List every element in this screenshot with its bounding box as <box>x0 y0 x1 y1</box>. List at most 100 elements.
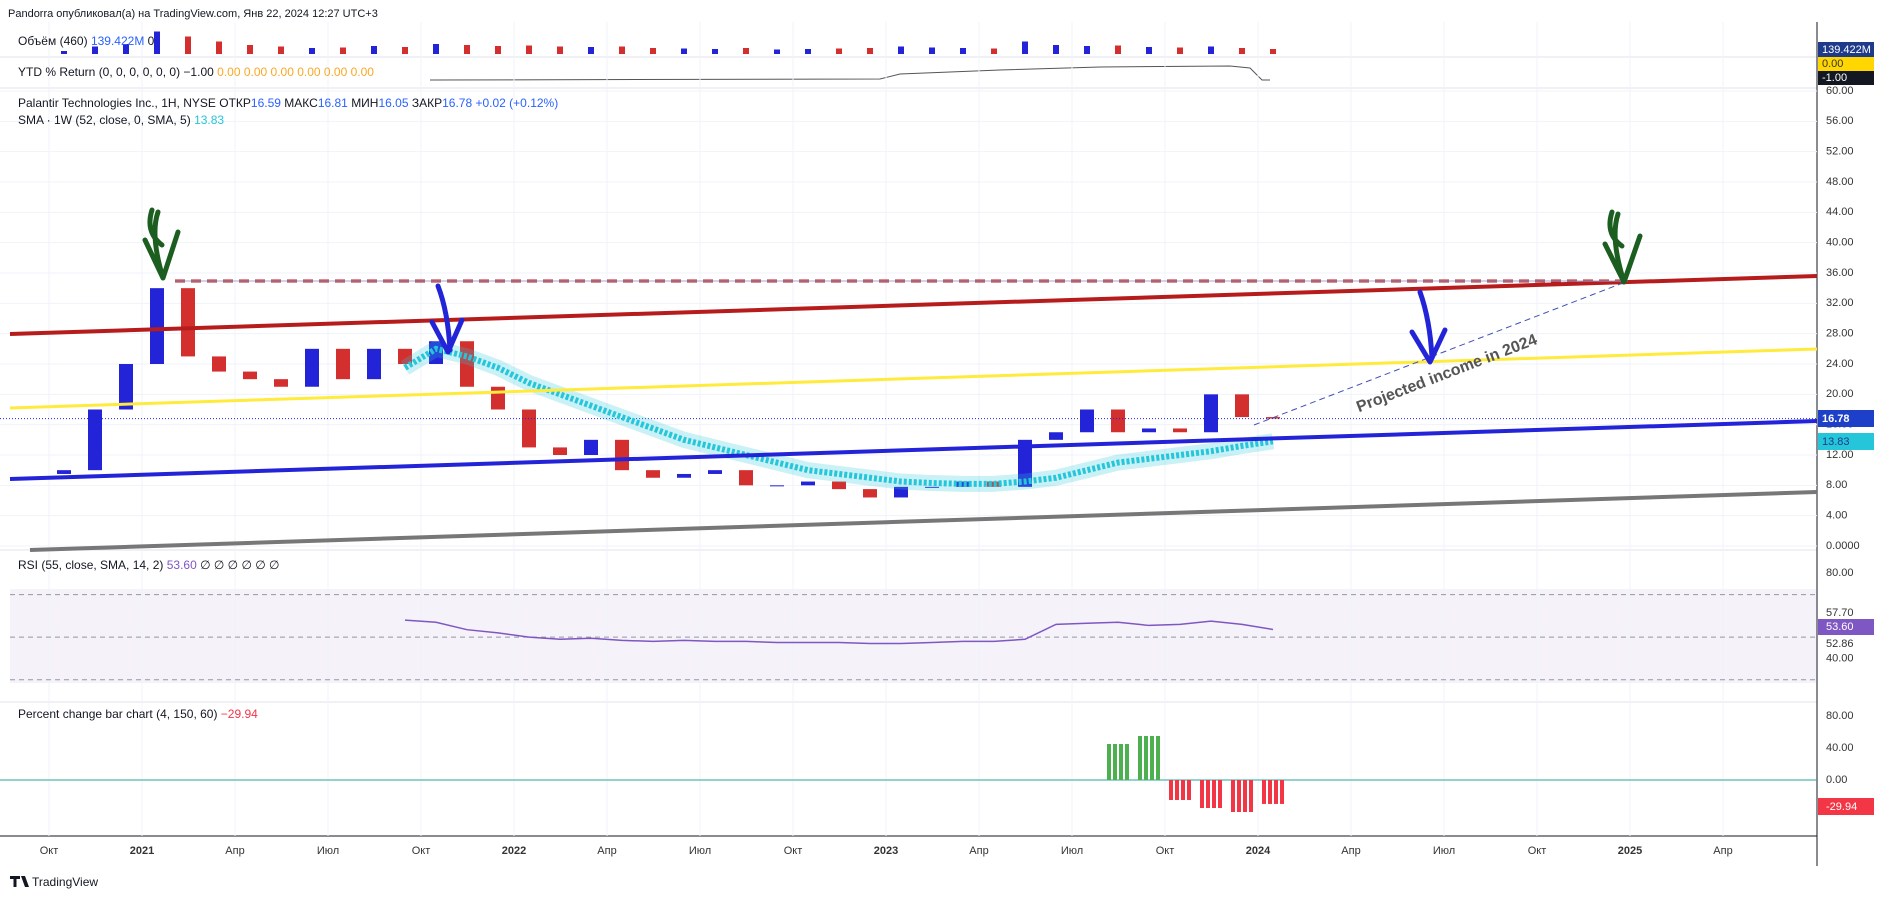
badge-bg <box>1818 619 1874 635</box>
time-label: 2023 <box>874 845 898 857</box>
pct-bar <box>1119 744 1123 780</box>
pct-bar <box>1144 736 1148 780</box>
price-tick-label: 4.00 <box>1826 510 1847 522</box>
volume-bar <box>1146 47 1152 54</box>
volume-bar <box>1239 48 1245 54</box>
time-label: Июл <box>1433 845 1455 857</box>
volume-bar <box>960 48 966 54</box>
header: Pandorra опубликовал(а) на TradingView.c… <box>8 8 378 20</box>
pct-bar <box>1280 780 1284 804</box>
candle <box>1018 439 1032 487</box>
badge: 52.86 <box>1826 638 1854 650</box>
pct-bar <box>1138 736 1142 780</box>
pct-bar <box>1243 780 1247 812</box>
badge-bg <box>1818 433 1874 450</box>
volume-bar <box>247 45 253 54</box>
time-label: Июл <box>317 845 339 857</box>
badge: 13.83 <box>1822 436 1850 448</box>
time-label: 2022 <box>502 845 526 857</box>
price-tick-label: 0.0000 <box>1826 540 1860 552</box>
candle <box>1173 428 1187 433</box>
candle <box>243 371 257 380</box>
candle <box>429 341 443 364</box>
volume-bar <box>1115 45 1121 54</box>
high-label: МАКС <box>284 96 318 110</box>
price-tick-label: 12.00 <box>1826 449 1854 461</box>
candle <box>615 439 629 471</box>
volume-bar <box>1177 47 1183 54</box>
badge: 53.60 <box>1826 621 1854 633</box>
rsi-tick-label: 80.00 <box>1826 567 1854 579</box>
time-label: Апр <box>1713 845 1732 857</box>
candle <box>305 348 319 387</box>
badge: 57.70 <box>1826 607 1854 619</box>
pct-tick-label: 80.00 <box>1826 710 1854 722</box>
candle <box>460 341 474 387</box>
pct-bar <box>1181 780 1185 800</box>
projection-line <box>1253 280 1629 426</box>
price-tick-label: 32.00 <box>1826 297 1854 309</box>
rsi-extra: ∅ ∅ ∅ ∅ ∅ ∅ <box>200 558 279 572</box>
price-tick-label: 60.00 <box>1826 85 1854 97</box>
pct-value: −29.94 <box>221 707 258 721</box>
arrows <box>142 207 1643 365</box>
pct-bar <box>1237 780 1241 812</box>
badge: 0.00 <box>1822 58 1843 70</box>
volume-bar <box>154 31 160 54</box>
candle <box>708 470 722 474</box>
open-label: ОТКР <box>219 96 251 110</box>
volume-bar <box>1270 49 1276 54</box>
volume-bar <box>1084 46 1090 54</box>
candle <box>212 356 226 372</box>
candle <box>646 470 660 478</box>
badge-bg <box>1818 71 1874 85</box>
candle <box>367 348 381 380</box>
badge-bg <box>1818 410 1874 427</box>
pct-bar <box>1107 744 1111 780</box>
price-tick-label: 24.00 <box>1826 358 1854 370</box>
pct-name: Percent change bar chart (4, 150, 60) <box>18 707 217 721</box>
time-label: Апр <box>597 845 616 857</box>
pct-bar <box>1169 780 1173 800</box>
pct-bar <box>1125 744 1129 780</box>
candle <box>584 439 598 455</box>
pct-bar <box>1249 780 1253 812</box>
pct-bar <box>1150 736 1154 780</box>
volume-bar <box>619 46 625 54</box>
volume-bar <box>433 44 439 54</box>
price-tick-label: 52.00 <box>1826 146 1854 158</box>
time-label: Окт <box>1528 845 1547 857</box>
badge-bg <box>1818 57 1874 71</box>
volume-bar <box>743 48 749 54</box>
badge: -1.00 <box>1822 72 1847 84</box>
volume-bar <box>185 36 191 54</box>
high: 16.81 <box>318 96 348 110</box>
badge: 139.422M <box>1822 44 1871 56</box>
volume-bar <box>774 49 780 54</box>
volume-value: 139.422M <box>91 34 144 48</box>
volume-bar <box>278 46 284 54</box>
badges: 139.422M 0.00 -1.00 16.78 13.83 57.70 53… <box>1818 42 1874 815</box>
volume-bar <box>681 48 687 54</box>
volume-name: Объём (460) <box>18 34 88 48</box>
volume-bar <box>92 46 98 54</box>
pct-bar <box>1212 780 1216 808</box>
time-label: Окт <box>784 845 803 857</box>
candle <box>770 485 784 487</box>
rsi-name: RSI (55, close, SMA, 14, 2) <box>18 558 163 572</box>
pct-bar <box>1113 744 1117 780</box>
volume-bar <box>1053 45 1059 54</box>
close-label: ЗАКР <box>412 96 442 110</box>
low-label: МИН <box>351 96 378 110</box>
candle <box>677 473 691 478</box>
pct-bar <box>1175 780 1179 800</box>
ytd-legend: YTD % Return (0, 0, 0, 0, 0, 0) −1.00 0.… <box>18 65 374 79</box>
time-label: Окт <box>412 845 431 857</box>
candle <box>57 470 71 474</box>
candle <box>119 364 133 410</box>
pct-legend: Percent change bar chart (4, 150, 60) −2… <box>18 707 258 721</box>
separators <box>0 56 1817 703</box>
gray-trendline <box>29 490 1818 552</box>
price-tick-label: 28.00 <box>1826 328 1854 340</box>
